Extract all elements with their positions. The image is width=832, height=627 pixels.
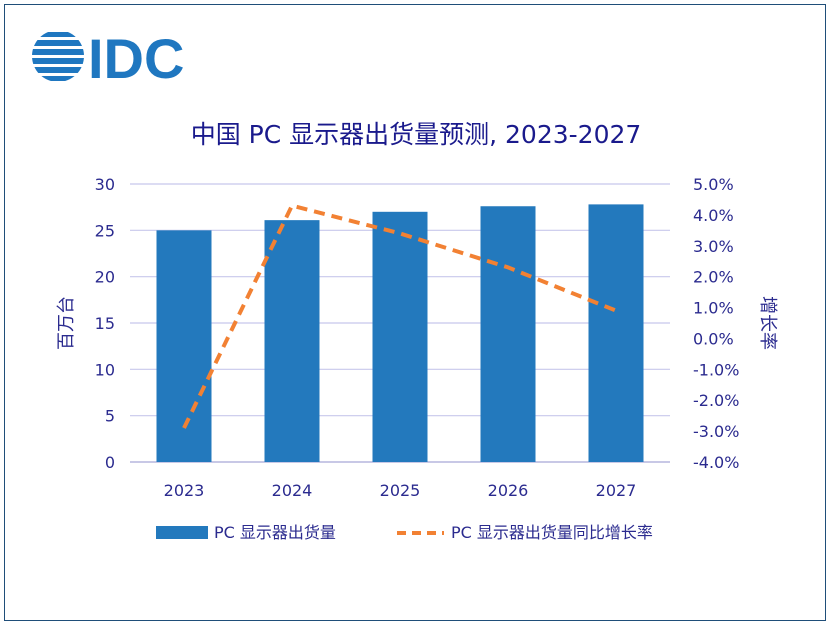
y-tick-label: 5 — [105, 407, 115, 426]
bar — [588, 204, 644, 463]
y2-tick-label: 4.0% — [693, 206, 734, 225]
y2-tick-label: -4.0% — [693, 453, 739, 472]
y2-tick-label: 0.0% — [693, 329, 734, 348]
y-tick-label: 0 — [105, 453, 115, 472]
y2-tick-label: 3.0% — [693, 237, 734, 256]
x-tick-label: 2026 — [488, 481, 529, 500]
y2-tick-label: 1.0% — [693, 299, 734, 318]
growth-line-series — [182, 203, 617, 429]
growth-line — [182, 203, 617, 429]
left-axis-ticks: 0 5 10 15 20 25 30 — [95, 175, 115, 472]
bar — [264, 220, 320, 462]
y-tick-label: 20 — [95, 268, 115, 287]
logo-text: IDC — [88, 27, 184, 86]
legend-bar-swatch — [156, 526, 208, 539]
y2-tick-label: 5.0% — [693, 175, 734, 194]
x-tick-label: 2024 — [272, 481, 313, 500]
x-axis-ticks: 2023 2024 2025 2026 2027 — [164, 481, 637, 500]
globe-icon — [32, 32, 84, 81]
y2-tick-label: -3.0% — [693, 422, 739, 441]
bar-series — [156, 204, 644, 463]
legend-bar-label: PC 显示器出货量 — [214, 523, 336, 542]
x-tick-label: 2023 — [164, 481, 205, 500]
y-tick-label: 10 — [95, 360, 115, 379]
y-tick-label: 30 — [95, 175, 115, 194]
y-tick-label: 15 — [95, 314, 115, 333]
right-axis-ticks: -4.0% -3.0% -2.0% -1.0% 0.0% 1.0% 2.0% 3.0% 4.0%… — [693, 175, 739, 472]
y2-tick-label: -1.0% — [693, 360, 739, 379]
bar — [372, 211, 428, 462]
idc-logo: IDC — [32, 27, 184, 86]
legend: PC 显示器出货量 PC 显示器出货量同比增长率 — [156, 523, 653, 542]
bar — [480, 206, 536, 462]
chart-title: 中国 PC 显示器出货量预测, 2023-2027 — [191, 120, 642, 149]
y-axis-title: 百万台 — [56, 296, 77, 350]
y2-tick-label: -2.0% — [693, 391, 739, 410]
y-tick-label: 25 — [95, 221, 115, 240]
y2-tick-label: 2.0% — [693, 268, 734, 287]
x-tick-label: 2025 — [380, 481, 421, 500]
bar — [156, 230, 212, 462]
y2-axis-title: 增长率 — [757, 296, 778, 350]
x-tick-label: 2027 — [596, 481, 637, 500]
legend-line-label: PC 显示器出货量同比增长率 — [451, 523, 653, 542]
